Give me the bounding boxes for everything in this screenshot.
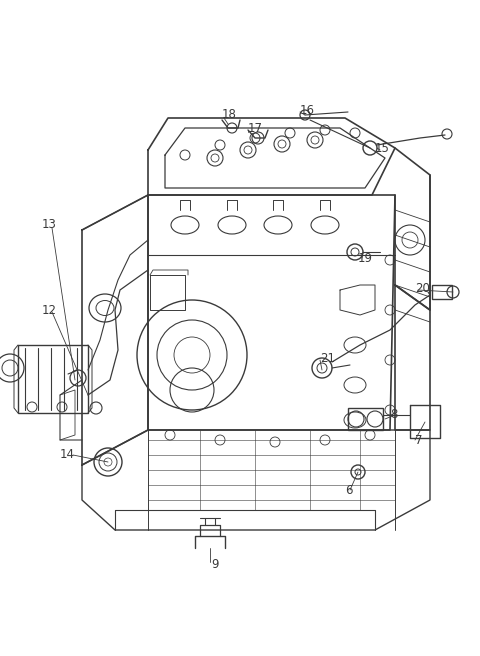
- Text: 19: 19: [358, 251, 373, 264]
- Text: 12: 12: [42, 304, 57, 316]
- Text: 18: 18: [222, 108, 237, 121]
- Text: 20: 20: [415, 281, 430, 295]
- Text: 17: 17: [248, 121, 263, 134]
- Text: 6: 6: [345, 483, 352, 497]
- Text: 13: 13: [42, 218, 57, 232]
- Text: 16: 16: [300, 104, 315, 117]
- Text: 15: 15: [375, 142, 390, 155]
- Text: 21: 21: [320, 352, 335, 365]
- Bar: [348, 408, 383, 430]
- Text: 9: 9: [211, 558, 219, 571]
- Bar: [432, 285, 452, 299]
- Text: 7: 7: [415, 434, 422, 447]
- Bar: [18, 345, 88, 413]
- Text: 14: 14: [60, 449, 75, 462]
- Text: 8: 8: [390, 409, 397, 422]
